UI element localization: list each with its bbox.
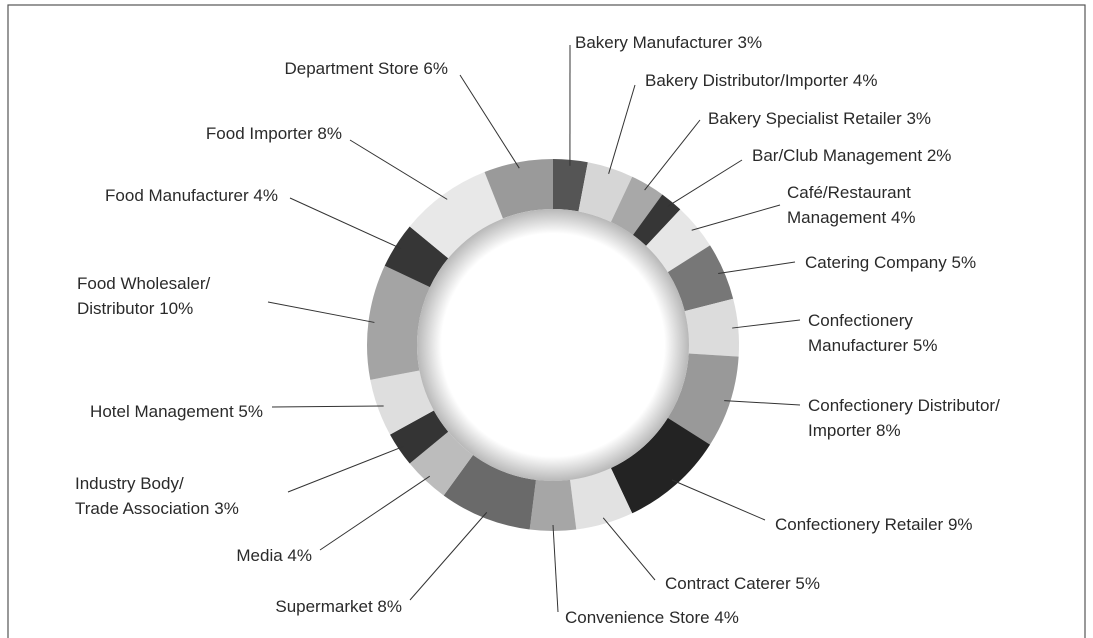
slice (632, 194, 681, 246)
value-label: 10% (159, 299, 194, 318)
category-name: Catering Company (805, 253, 947, 272)
value-label: 4% (287, 546, 312, 565)
leader-line (718, 261, 796, 275)
leader-line (409, 512, 488, 601)
slice-label: Bakery Specialist Retailer 3% (708, 106, 931, 131)
slice-label: Food Importer 8% (206, 121, 342, 146)
slice-label: Café/Restaurant Management 4% (787, 180, 916, 230)
slice (529, 479, 577, 531)
leader-line (691, 204, 781, 231)
value-label: 8% (317, 124, 342, 143)
slice (370, 370, 434, 435)
leader-line (459, 74, 520, 169)
slice-label: Bar/Club Management 2% (752, 143, 951, 168)
category-name: Department Store (284, 59, 419, 78)
category-name: Convenience Store (565, 608, 710, 627)
slice (409, 172, 503, 259)
slice (578, 162, 633, 222)
slice (684, 298, 739, 357)
leader-line (644, 119, 701, 191)
category-name: Hotel Management (90, 402, 234, 421)
value-label: 5% (951, 253, 977, 272)
value-label: 4% (852, 71, 878, 90)
category-name: Confectionery Manufacturer (808, 311, 913, 355)
category-name: Bakery Manufacturer (575, 33, 733, 52)
slice-label: Confectionery Distributor/ Importer 8% (808, 393, 1000, 443)
category-name: Food Manufacturer (105, 186, 249, 205)
value-label: 8% (377, 597, 402, 616)
slice-label: Food Wholesaler/ Distributor 10% (77, 271, 210, 321)
category-name: Supermarket (275, 597, 373, 616)
leader-line (671, 479, 766, 521)
slice-label: Industry Body/ Trade Association 3% (75, 471, 239, 521)
slice (443, 455, 536, 530)
value-label: 5% (238, 402, 263, 421)
value-label: 4% (253, 186, 278, 205)
slice-label: Bakery Manufacturer 3% (575, 30, 762, 55)
slice (553, 159, 588, 212)
slice-label: Contract Caterer 5% (665, 571, 820, 596)
value-label: 9% (947, 515, 973, 534)
slice-label: Department Store 6% (285, 56, 449, 81)
value-label: 3% (906, 109, 932, 128)
leader-line (552, 524, 559, 613)
value-label: 3% (737, 33, 763, 52)
leader-line (667, 159, 743, 207)
leader-line (267, 301, 375, 323)
slice (646, 209, 711, 273)
slice (610, 176, 663, 235)
value-label: 5% (912, 336, 938, 355)
category-name: Food Wholesaler/ Distributor (77, 274, 211, 318)
donut-hole (417, 209, 689, 481)
slice-label: Confectionery Manufacturer 5% (808, 308, 937, 358)
leader-line (349, 139, 448, 200)
value-label: 4% (714, 608, 739, 627)
slice-label: Catering Company 5% (805, 250, 976, 275)
slice-label: Food Manufacturer 4% (105, 183, 278, 208)
leader-line (732, 319, 801, 329)
leader-line (602, 517, 656, 581)
leader-line (271, 405, 384, 408)
category-name: Confectionery Distributor/ Importer (808, 396, 1000, 440)
slice (367, 265, 430, 380)
slice (484, 159, 553, 219)
slice-label: Convenience Store 4% (565, 605, 739, 630)
category-name: Industry Body/ Trade Association (75, 474, 210, 518)
value-label: 3% (214, 499, 239, 518)
slice-label: Confectionery Retailer 9% (775, 512, 973, 537)
leader-line (289, 197, 402, 250)
category-name: Café/Restaurant Management (787, 183, 911, 227)
slice (384, 226, 449, 288)
leader-line (319, 475, 431, 551)
slice (667, 245, 734, 312)
value-label: 5% (795, 574, 820, 593)
value-label: 4% (890, 208, 916, 227)
slice-label: Media 4% (236, 543, 312, 568)
slice (667, 353, 739, 445)
slice-label: Bakery Distributor/Importer 4% (645, 68, 877, 93)
slice (390, 410, 449, 464)
slice (610, 417, 711, 514)
category-name: Food Importer (205, 124, 313, 143)
category-name: Bakery Specialist Retailer (708, 109, 902, 128)
slice-label: Supermarket 8% (275, 594, 402, 619)
category-name: Confectionery Retailer (775, 515, 944, 534)
frame (7, 4, 1086, 638)
category-name: Contract Caterer (665, 574, 791, 593)
slice (570, 468, 633, 530)
leader-line (608, 84, 636, 174)
category-name: Bar/Club Management (752, 146, 923, 165)
value-label: 8% (876, 421, 901, 440)
leader-line (724, 400, 801, 406)
value-label: 6% (423, 59, 448, 78)
leader-line (287, 445, 405, 493)
category-name: Bakery Distributor/Importer (645, 71, 849, 90)
category-name: Media (236, 546, 283, 565)
value-label: 2% (926, 146, 952, 165)
slice-label: Hotel Management 5% (90, 399, 263, 424)
